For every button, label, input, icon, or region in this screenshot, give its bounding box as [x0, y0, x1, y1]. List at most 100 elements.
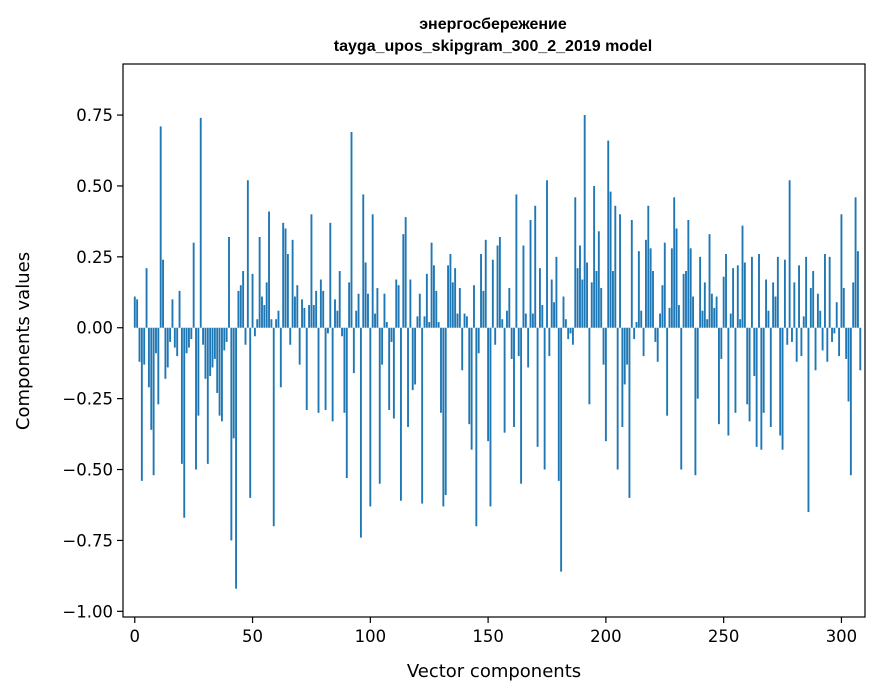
bar [760, 327, 763, 450]
bar [621, 327, 624, 427]
bar [359, 327, 362, 538]
bar [213, 327, 216, 359]
bar [305, 327, 308, 410]
bar [564, 319, 567, 328]
bar [557, 327, 560, 481]
bar [623, 327, 626, 385]
bar [308, 305, 311, 328]
bar [640, 310, 643, 328]
bar [816, 293, 819, 328]
bar [652, 271, 654, 328]
bar [840, 214, 843, 328]
bar [357, 293, 360, 328]
bar [732, 268, 735, 328]
bar [133, 296, 136, 328]
bar [223, 327, 226, 351]
x-tick-label: 250 [708, 627, 740, 646]
bar [595, 271, 598, 328]
bar [150, 327, 153, 430]
bar [685, 271, 687, 328]
bar [345, 327, 348, 479]
bar [496, 245, 499, 328]
bar [463, 313, 466, 328]
bar [319, 279, 322, 328]
bar [576, 268, 579, 328]
y-tick-label: −0.75 [62, 531, 113, 550]
bar [538, 268, 541, 328]
bar [845, 327, 848, 359]
bar [206, 327, 209, 464]
bar [593, 185, 596, 328]
bar [249, 327, 252, 498]
bar [228, 236, 230, 328]
bar [642, 327, 645, 357]
bar [644, 239, 647, 328]
bar [237, 290, 240, 328]
bar [842, 288, 845, 328]
bar [195, 327, 197, 470]
bar [310, 214, 313, 328]
bar [440, 327, 442, 413]
chart-subtitle: tayga_upos_skipgram_300_2_2019 model [334, 38, 652, 55]
bar [769, 327, 772, 427]
bar [501, 319, 504, 328]
bar [494, 327, 497, 345]
bar [423, 316, 426, 328]
bar [425, 273, 428, 328]
bar [270, 319, 273, 328]
bar [694, 327, 697, 476]
bar [670, 248, 673, 328]
bar [140, 327, 143, 481]
bar [856, 251, 859, 328]
bar [143, 327, 146, 365]
y-tick-label: 0.75 [76, 106, 113, 125]
bar [689, 248, 692, 328]
bar [783, 259, 786, 328]
bar [692, 296, 694, 328]
bar [409, 279, 412, 328]
bar [663, 242, 666, 328]
bar [364, 262, 367, 328]
bar [218, 327, 221, 416]
bar [828, 256, 831, 328]
bar [411, 327, 414, 391]
bar [567, 327, 570, 340]
bar [703, 282, 706, 328]
bar [543, 327, 546, 470]
bar [616, 327, 619, 470]
bar [162, 259, 164, 328]
bar [416, 316, 419, 328]
bar [741, 225, 744, 328]
bar [152, 327, 155, 476]
bar [232, 327, 235, 439]
bar [701, 310, 704, 328]
y-tick-label: 0.25 [76, 248, 113, 267]
bar [687, 219, 690, 328]
bar [204, 327, 207, 379]
bar [291, 239, 294, 328]
bar [188, 327, 190, 348]
bar [753, 327, 756, 376]
bar [362, 194, 365, 328]
bar [414, 327, 417, 385]
bar [508, 288, 511, 328]
bar [437, 322, 440, 328]
bar [329, 222, 332, 328]
bar [743, 262, 746, 328]
bar [432, 265, 435, 328]
bar [776, 256, 779, 328]
bar [779, 327, 782, 436]
bar [454, 268, 457, 328]
bar [251, 273, 254, 328]
bar [272, 327, 275, 527]
bar [805, 256, 808, 328]
bar [788, 180, 791, 328]
bar [739, 319, 742, 328]
bar [322, 290, 325, 328]
bar [279, 327, 282, 388]
bar [529, 219, 532, 328]
bar [286, 254, 289, 328]
bar [301, 299, 303, 328]
